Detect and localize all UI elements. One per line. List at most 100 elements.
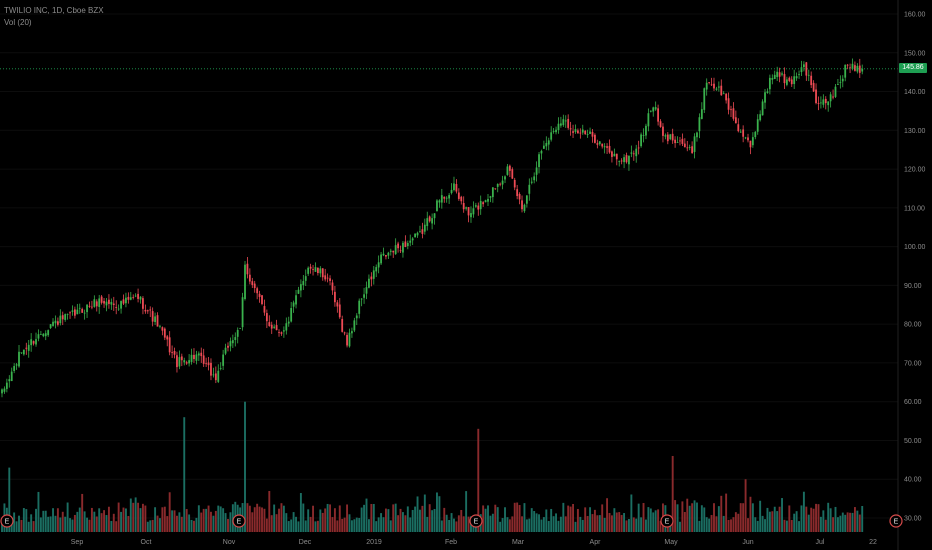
candle	[564, 115, 567, 128]
candle	[95, 299, 98, 312]
volume-bar	[42, 510, 45, 532]
candle	[81, 307, 84, 313]
volume-bar	[751, 503, 754, 532]
candle	[351, 327, 353, 338]
volume-bar	[691, 503, 694, 532]
candle	[696, 131, 698, 142]
volume-bar	[538, 514, 540, 532]
candle	[839, 75, 842, 89]
candle	[382, 247, 385, 257]
volume-bar	[652, 512, 655, 532]
volume-bar	[419, 509, 421, 532]
earnings-marker[interactable]: E	[889, 514, 903, 528]
volume-bar	[219, 506, 222, 532]
candle	[76, 303, 79, 315]
volume-bar	[708, 518, 711, 532]
price-axis[interactable]: 30.00 40.00 50.00 60.00 70.00 80.00 90.00 100.0…	[904, 12, 926, 523]
candle	[329, 275, 331, 286]
earnings-marker[interactable]: E	[469, 514, 483, 528]
candle	[234, 332, 237, 347]
volume-bar	[547, 520, 550, 532]
candle	[163, 327, 166, 341]
price-tick-label: 130.00	[904, 128, 926, 135]
candle	[98, 294, 101, 314]
candle	[180, 353, 183, 367]
candle	[824, 96, 827, 110]
candle	[516, 184, 519, 200]
volume-bar	[815, 503, 817, 532]
candle	[659, 119, 662, 128]
candle	[389, 248, 392, 256]
volume-bar	[372, 503, 375, 532]
volume-bar	[732, 517, 735, 532]
candle	[805, 62, 808, 81]
candle	[601, 143, 604, 149]
candle	[431, 213, 434, 230]
volume-bar	[173, 510, 176, 532]
volume-bar	[331, 517, 334, 532]
volume-bar	[275, 514, 278, 532]
candle	[567, 114, 570, 130]
volume-bar	[460, 509, 463, 532]
time-tick-label: Sep	[71, 539, 84, 546]
candle	[120, 300, 122, 314]
candle	[771, 74, 774, 85]
volume-bar	[722, 515, 725, 532]
candle	[747, 133, 749, 143]
volume-bar	[132, 502, 135, 532]
candle	[275, 319, 278, 331]
volume-bar	[409, 517, 412, 532]
volume-bar	[705, 517, 708, 532]
candle	[577, 128, 579, 134]
candle	[521, 195, 523, 213]
candle	[766, 88, 769, 94]
volume-bar	[477, 428, 480, 532]
earnings-marker[interactable]: E	[660, 514, 674, 528]
candle	[246, 256, 249, 279]
candle	[547, 137, 550, 151]
candle	[822, 94, 825, 108]
volume-bar	[333, 508, 336, 532]
candle	[479, 195, 482, 215]
earnings-marker[interactable]: E	[0, 514, 14, 528]
candle	[69, 311, 71, 319]
volume-bar	[462, 516, 465, 532]
volume-bar	[326, 503, 329, 532]
volume-bar	[849, 512, 852, 532]
candle	[681, 133, 684, 146]
earnings-marker-label: E	[474, 519, 479, 526]
candle	[737, 118, 740, 133]
candle	[127, 292, 130, 304]
volume-bar	[615, 512, 618, 532]
volume-bar	[567, 505, 570, 532]
candle	[744, 136, 747, 140]
volume-bar	[39, 517, 42, 532]
candle	[676, 136, 679, 143]
candle	[756, 114, 759, 135]
candle	[754, 131, 757, 140]
volume-bar	[759, 500, 762, 532]
candle	[414, 233, 416, 238]
volume-bar	[686, 498, 689, 532]
volume-bar	[504, 507, 506, 532]
volume-bar	[144, 505, 147, 532]
volume-bar	[197, 505, 200, 532]
candle	[768, 74, 771, 95]
candle	[815, 83, 817, 105]
candle	[649, 110, 652, 113]
volume-bar	[20, 519, 23, 532]
candle	[640, 132, 642, 148]
volume-bar	[530, 508, 533, 532]
candle	[129, 291, 132, 301]
volume-bar	[693, 500, 696, 532]
earnings-marker[interactable]: E	[232, 514, 246, 528]
candle	[307, 266, 310, 276]
candle	[295, 290, 297, 309]
candle	[542, 140, 545, 149]
volume-bar	[819, 516, 822, 532]
candle	[419, 225, 421, 233]
time-axis[interactable]: Sep Oct Nov Dec 2019 Feb Mar Apr May Jun Jul 22	[71, 539, 877, 546]
candle	[465, 206, 468, 211]
volume-bar	[455, 521, 458, 532]
